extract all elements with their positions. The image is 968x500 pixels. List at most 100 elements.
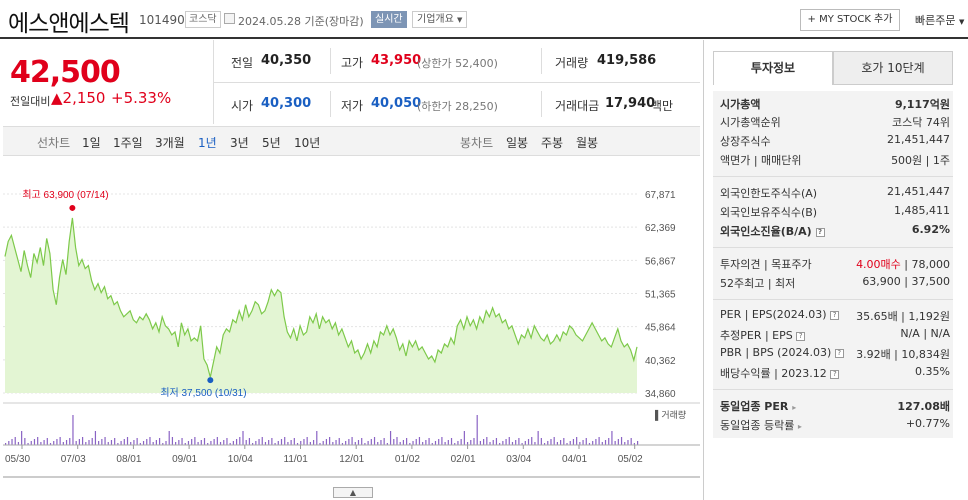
price-area <box>5 217 637 393</box>
volume-bar <box>98 441 100 445</box>
volume-bar <box>5 443 7 445</box>
tab-1y[interactable]: 1년 <box>198 136 217 150</box>
volume-bar <box>271 438 273 445</box>
volume-bar <box>239 437 241 445</box>
x-axis-ticks: 05/30 07/03 08/01 09/01 10/04 11/01 12/01 01/02… <box>5 445 643 465</box>
tab-monthly[interactable]: 월봉 <box>576 136 599 150</box>
volume-bar <box>30 441 32 445</box>
volume-bar <box>630 438 632 445</box>
help-icon[interactable]: ? <box>815 227 825 237</box>
volume-bar <box>438 439 440 445</box>
volume-bar <box>447 440 449 445</box>
volume-bar <box>540 438 542 445</box>
help-icon[interactable]: ? <box>830 310 840 320</box>
help-icon[interactable]: ? <box>796 331 806 341</box>
volume-bar <box>81 437 84 445</box>
foreign-hold-row: 외국인보유주식수(B) 1,485,411 <box>720 204 950 219</box>
y-tick-label: 51,365 <box>645 290 676 301</box>
divider <box>330 91 331 117</box>
tab-weekly[interactable]: 주봉 <box>541 136 564 150</box>
volume-bar <box>316 431 318 445</box>
volume-bar <box>579 442 581 445</box>
volume-bar <box>486 437 488 445</box>
volume-bar <box>415 439 417 445</box>
volume-bar <box>534 442 536 445</box>
par-row: 액면가 | 매매단위 500원 | 1주 <box>720 154 950 167</box>
volume-bar <box>235 439 238 445</box>
volume-bar <box>572 439 575 445</box>
volume-bar <box>332 442 334 445</box>
y-tick-label: 67,871 <box>645 190 676 201</box>
quick-order-button[interactable]: 빠른주문 ▼ <box>915 14 965 27</box>
divider <box>541 91 542 117</box>
volume-bar <box>37 437 39 445</box>
volume-bar <box>543 443 546 445</box>
volume-bar <box>165 441 167 445</box>
volume-bar <box>345 441 347 445</box>
volume-bar <box>88 440 90 445</box>
volume-bar <box>107 442 109 445</box>
volume-bar <box>303 439 305 445</box>
volume-bar <box>521 443 523 445</box>
tab-hoga[interactable]: 호가 10단계 <box>833 51 953 85</box>
x-tick-label: 01/02 <box>395 454 420 465</box>
volume-bar <box>386 443 388 445</box>
w52-row: 52주최고 | 최저 63,900 | 37,500 <box>720 275 950 290</box>
y-tick-label: 34,860 <box>645 389 676 400</box>
tab-1w[interactable]: 1주일 <box>113 136 143 150</box>
volume-bar <box>457 441 459 445</box>
open-label: 시가 <box>231 99 254 113</box>
change-percent: +5.33% <box>111 89 172 107</box>
tab-daily[interactable]: 일봉 <box>506 136 529 150</box>
volume-bar <box>146 439 148 445</box>
volume-bar <box>187 441 190 445</box>
volume-bar <box>508 437 510 445</box>
volume-bar <box>149 437 151 445</box>
volume-bar <box>242 431 244 445</box>
volume-bar <box>49 443 52 445</box>
dividend-row: 배당수익률 | 2023.12 ? 0.35% <box>720 365 950 380</box>
volume-bar <box>431 443 433 445</box>
help-icon[interactable]: ? <box>834 348 844 358</box>
industry-per-row[interactable]: 동일업종 PER ▸ 127.08배 <box>720 400 950 413</box>
volume-bar <box>309 442 311 445</box>
tab-5y[interactable]: 5년 <box>262 136 281 150</box>
add-mystock-button[interactable]: + MY STOCK 추가 <box>800 9 900 31</box>
pbr-row: PBR | BPS (2024.03) ? 3.92배 | 10,834원 <box>720 346 950 361</box>
low-value: 40,050 <box>371 96 422 111</box>
chevron-up-icon: ▲ <box>349 488 357 497</box>
volume-bar <box>367 441 369 445</box>
volume-bar <box>17 442 20 445</box>
volume-bar <box>354 442 356 445</box>
chevron-down-icon: ▼ <box>958 18 965 26</box>
volume-bar <box>499 443 501 445</box>
x-tick-label: 12/01 <box>339 454 364 465</box>
x-tick-label: 07/03 <box>61 454 86 465</box>
volume-bar <box>515 440 517 445</box>
volume-bar <box>373 437 376 445</box>
expand-chart-button[interactable]: ▲ <box>333 487 373 498</box>
tab-3m[interactable]: 3개월 <box>155 136 185 150</box>
volume-legend: ▌거래량 <box>655 409 686 421</box>
volume-bar <box>229 443 231 445</box>
tab-1d[interactable]: 1일 <box>82 136 101 150</box>
volume-bar <box>261 437 263 445</box>
tab-invest-info[interactable]: 투자정보 <box>713 51 833 85</box>
volume-bar <box>329 437 331 445</box>
volume-bar <box>553 437 555 445</box>
volume-bar <box>547 441 549 445</box>
price-line <box>4 217 638 378</box>
volume-bar <box>197 442 199 445</box>
price-chart[interactable]: 67,871 62,369 56,867 51,365 45,864 40,362 34,8… <box>3 157 700 495</box>
help-icon[interactable]: ? <box>830 369 840 379</box>
volume-value: 419,586 <box>597 53 657 68</box>
volume-bar <box>322 441 324 445</box>
realtime-button[interactable]: 실시간 <box>371 11 407 28</box>
volume-bar <box>511 442 514 445</box>
company-overview-button[interactable]: 기업개요 ▼ <box>412 11 468 28</box>
tab-10y[interactable]: 10년 <box>294 136 321 150</box>
volume-bar <box>633 443 635 445</box>
volume-bar <box>59 437 61 445</box>
industry-rate-row[interactable]: 동일업종 등락률 ▸ +0.77% <box>720 417 950 432</box>
tab-3y[interactable]: 3년 <box>230 136 249 150</box>
